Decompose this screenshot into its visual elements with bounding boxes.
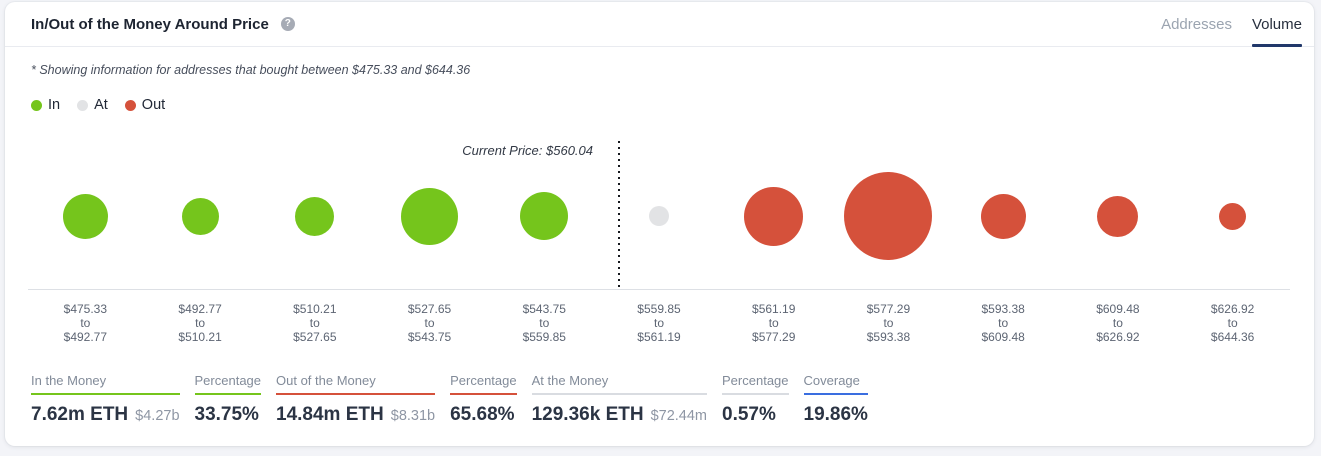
stat-label: Percentage (194, 373, 262, 395)
tab-addresses[interactable]: Addresses (1161, 15, 1232, 33)
stat-label: Percentage (450, 373, 517, 395)
price-range-label: $593.38 to $609.48 (981, 302, 1025, 344)
stat-in-the-money: In the Money 7.62m ETH $4.27b (31, 373, 180, 426)
help-icon[interactable]: ? (280, 17, 295, 31)
bubble-in[interactable] (520, 192, 569, 240)
price-range-label: $559.85 to $561.19 (637, 302, 681, 344)
price-range-label: $577.29 to $593.38 (866, 302, 911, 344)
stat-value: 33.75% (194, 404, 259, 425)
bubble-cell (143, 143, 258, 289)
bubble-at[interactable] (648, 206, 669, 226)
bubble-in[interactable] (295, 196, 335, 236)
bubble-cell (487, 143, 602, 289)
price-range-label: $626.92 to $644.36 (1210, 302, 1255, 344)
price-range-label: $543.75 to $559.85 (522, 302, 566, 344)
bubble-cell (372, 143, 487, 289)
stat-label: Coverage (803, 373, 868, 395)
bubble-cell (831, 143, 946, 289)
stat-secondary-value: $4.27b (135, 408, 180, 424)
page-title: In/Out of the Money Around Price (31, 15, 269, 33)
tab-volume[interactable]: Volume (1251, 2, 1303, 47)
price-range-label: $609.48 to $626.92 (1096, 302, 1140, 344)
stats-row: In the Money 7.62m ETH $4.27b Percentage 33.… (31, 373, 1288, 426)
bubble-out[interactable] (1219, 202, 1247, 230)
stat-percentage: Percentage 0.57% (722, 373, 789, 426)
bubble-out[interactable] (844, 172, 933, 260)
bubble-cell (716, 143, 831, 289)
legend-item-in[interactable]: In (31, 97, 60, 113)
stat-percentage: Percentage 33.75% (194, 373, 262, 426)
legend-dot-at (77, 99, 89, 111)
stat-value: 7.62m ETH (31, 404, 129, 425)
legend-label: In (48, 97, 61, 113)
stat-coverage: Coverage 19.86% (803, 373, 868, 426)
current-price-line (618, 141, 620, 289)
legend-label: At (94, 97, 108, 113)
bubble-row (28, 143, 1290, 289)
price-range-label: $527.65 to $543.75 (407, 302, 452, 344)
stat-secondary-value: $72.44m (650, 408, 708, 424)
bubble-out[interactable] (1097, 195, 1139, 237)
price-range-label: $475.33 to $492.77 (63, 302, 108, 344)
stat-value: 19.86% (803, 404, 868, 425)
bubble-in[interactable] (181, 197, 219, 235)
bubble-cell (28, 143, 143, 289)
current-price-label: Current Price: $560.04 (462, 143, 593, 158)
bubble-chart: Current Price: $560.04 (28, 139, 1290, 289)
legend-dot-in (31, 99, 42, 111)
stat-at-the-money: At the Money 129.36k ETH $72.44m (531, 373, 708, 426)
bubble-cell (1061, 143, 1176, 289)
bubble-out[interactable] (980, 193, 1026, 239)
stat-label: In the Money (31, 373, 180, 395)
bubble-cell (602, 143, 717, 289)
bubble-cell (257, 143, 372, 289)
tab-bar: Addresses Volume (1161, 2, 1303, 47)
stat-label: Out of the Money (276, 373, 436, 395)
bubble-cell (1175, 143, 1290, 289)
stat-value: 14.84m ETH (276, 404, 384, 425)
filter-note: * Showing information for addresses that… (31, 63, 471, 77)
stat-percentage: Percentage 65.68% (450, 373, 517, 426)
stat-secondary-value: $8.31b (390, 408, 436, 424)
bubble-in[interactable] (401, 187, 459, 245)
legend-item-out[interactable]: Out (124, 97, 166, 113)
bubble-in[interactable] (62, 193, 108, 239)
bubble-out[interactable] (744, 186, 804, 246)
bubble-cell (946, 143, 1061, 289)
price-range-axis: $475.33 to $492.77 $492.77 to $510.21 $510.21 t… (28, 289, 1290, 344)
card-header: In/Out of the Money Around Price ? Addre… (5, 2, 1314, 47)
stat-value: 65.68% (450, 404, 515, 425)
legend-label: Out (141, 97, 166, 113)
price-range-label: $492.77 to $510.21 (178, 302, 222, 344)
in-out-money-card: In/Out of the Money Around Price ? Addre… (5, 2, 1314, 446)
stat-label: Percentage (722, 373, 789, 395)
legend-dot-out (124, 99, 136, 111)
chart-legend: In At Out (31, 97, 1288, 113)
stat-label: At the Money (531, 373, 708, 395)
stat-value: 0.57% (722, 404, 776, 425)
stat-value: 129.36k ETH (531, 404, 644, 425)
stat-out-of-the-money: Out of the Money 14.84m ETH $8.31b (276, 373, 436, 426)
legend-item-at[interactable]: At (77, 97, 108, 113)
price-range-label: $510.21 to $527.65 (293, 302, 337, 344)
price-range-label: $561.19 to $577.29 (752, 302, 796, 344)
